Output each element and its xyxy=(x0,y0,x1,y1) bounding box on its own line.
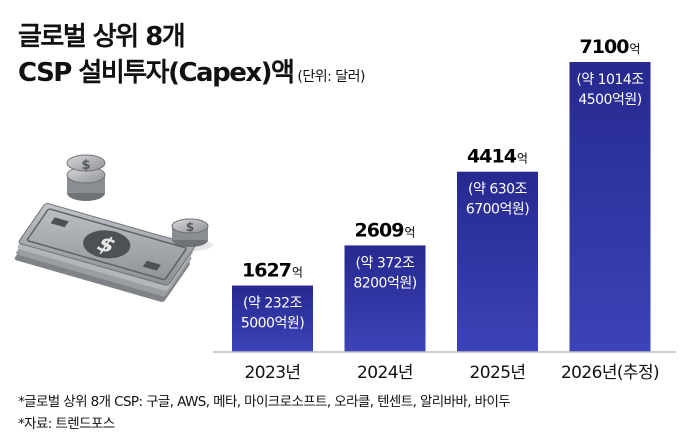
chart-title-line1: 글로벌 상위 8개 xyxy=(18,22,186,52)
x-tick-label-2: 2024년 xyxy=(357,363,413,383)
svg-text:$: $ xyxy=(186,220,194,234)
footnote-source: *자료: 트렌드포스 xyxy=(18,416,115,432)
footnote-companies: *글로벌 상위 8개 CSP: 구글, AWS, 메타, 마이크로소프트, 오라… xyxy=(18,394,511,410)
bar-value-label-2: 2609억 xyxy=(355,219,416,241)
chart-title-line2: CSP 설비투자(Capex)액 (단위: 달러) xyxy=(18,52,366,89)
x-tick-label-3: 2025년 xyxy=(470,363,526,383)
bar-value-label-4: 7100억 xyxy=(580,36,641,58)
bar-value-label-1: 1627억 xyxy=(242,260,303,282)
bar-note-4-line1: (약 1014조 xyxy=(576,72,644,88)
bar-note-2-line1: (약 372조 xyxy=(356,255,416,271)
bar-value-label-3: 4414억 xyxy=(467,146,528,168)
bar-4 xyxy=(569,62,651,352)
money-stack-coins-icon: $ $ $ xyxy=(14,154,213,302)
bar-note-1-line2: 5000억원) xyxy=(241,316,304,332)
bar-3 xyxy=(457,171,538,352)
x-tick-label-4: 2026년(추정) xyxy=(561,363,659,383)
x-tick-label-1: 2023년 xyxy=(245,363,301,383)
bar-2 xyxy=(344,245,426,352)
bar-note-2-line2: 8200억원) xyxy=(353,275,416,291)
bar-note-4-line2: 4500억원) xyxy=(578,92,641,108)
bar-1 xyxy=(232,285,313,352)
unit-note: (단위: 달러) xyxy=(297,69,366,85)
bar-note-3-line2: 6700억원) xyxy=(466,202,529,218)
bar-note-1-line1: (약 232조 xyxy=(243,296,303,312)
bar-note-3-line1: (약 630조 xyxy=(468,182,528,198)
svg-text:$: $ xyxy=(81,158,90,173)
chart-title-line2-text: CSP 설비투자(Capex)액 xyxy=(18,58,295,88)
